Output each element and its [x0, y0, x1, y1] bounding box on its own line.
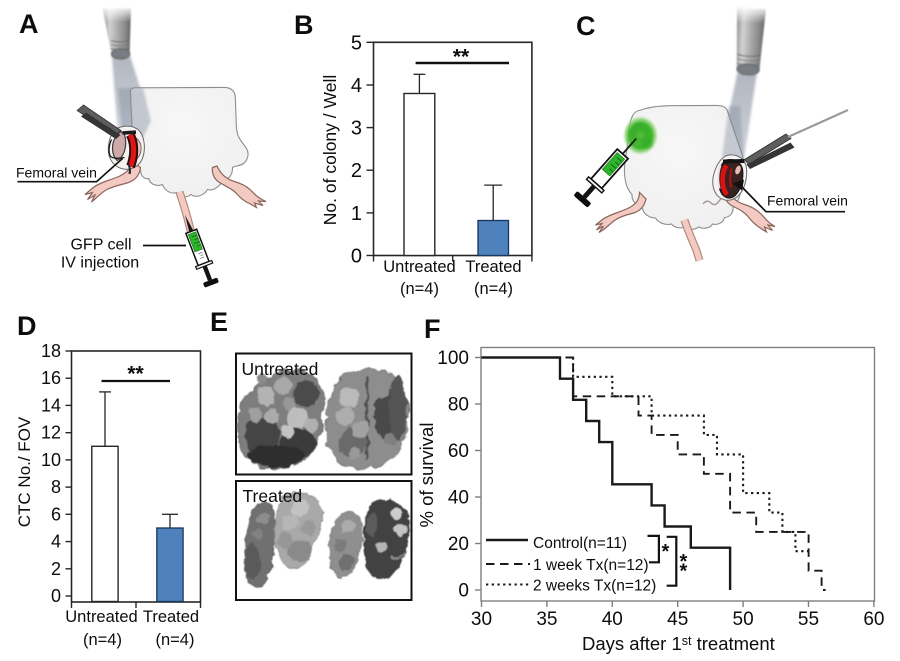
svg-text:6: 6: [51, 504, 61, 524]
svg-text:B: B: [294, 10, 314, 40]
svg-text:20: 20: [448, 534, 469, 555]
svg-text:0: 0: [51, 586, 61, 606]
svg-text:GFP cell: GFP cell: [70, 237, 131, 254]
svg-text:1 week Tx(n=12): 1 week Tx(n=12): [533, 557, 649, 574]
svg-text:3: 3: [351, 118, 362, 140]
svg-text:2: 2: [351, 160, 362, 182]
svg-text:55: 55: [798, 609, 819, 630]
svg-text:30: 30: [471, 609, 492, 630]
svg-text:2: 2: [51, 559, 61, 579]
svg-text:*: *: [662, 541, 670, 563]
svg-text:35: 35: [536, 609, 557, 630]
svg-text:(n=4): (n=4): [156, 631, 195, 649]
svg-text:Untreated: Untreated: [242, 359, 319, 379]
svg-text:A: A: [19, 9, 39, 39]
svg-text:(n=4): (n=4): [474, 280, 513, 298]
svg-text:5: 5: [351, 32, 362, 54]
svg-text:40: 40: [602, 609, 623, 630]
svg-text:100: 100: [437, 348, 469, 369]
svg-text:No. of colony / Well: No. of colony / Well: [320, 75, 340, 225]
svg-text:CTC No./ FOV: CTC No./ FOV: [15, 416, 34, 527]
svg-text:*: *: [680, 551, 688, 573]
svg-text:Treated: Treated: [465, 258, 521, 276]
svg-text:Femoral vein: Femoral vein: [16, 165, 97, 181]
svg-text:IV injection: IV injection: [61, 255, 139, 272]
svg-text:60: 60: [448, 441, 469, 462]
svg-text:Femoral vein: Femoral vein: [767, 193, 848, 209]
svg-text:50: 50: [733, 609, 754, 630]
svg-text:0: 0: [351, 246, 362, 268]
svg-text:1: 1: [351, 203, 362, 225]
svg-text:Untreated: Untreated: [383, 258, 455, 276]
svg-text:(n=4): (n=4): [83, 631, 122, 649]
svg-text:E: E: [210, 307, 228, 337]
svg-text:16: 16: [41, 368, 61, 388]
svg-text:% of survival: % of survival: [416, 423, 437, 528]
svg-text:45: 45: [667, 609, 688, 630]
svg-text:14: 14: [41, 395, 61, 415]
svg-text:8: 8: [51, 477, 61, 497]
svg-text:Treated: Treated: [243, 486, 303, 506]
svg-text:D: D: [17, 311, 37, 341]
svg-text:**: **: [453, 46, 470, 69]
svg-text:10: 10: [41, 450, 61, 470]
svg-text:Control(n=11): Control(n=11): [533, 535, 627, 552]
svg-text:Treated: Treated: [143, 608, 199, 626]
svg-text:40: 40: [448, 488, 469, 509]
svg-text:Days after 1st treatment: Days after 1st treatment: [582, 633, 775, 654]
svg-text:60: 60: [863, 609, 884, 630]
svg-text:**: **: [127, 363, 144, 386]
svg-text:0: 0: [458, 581, 469, 602]
svg-text:4: 4: [351, 75, 362, 97]
svg-text:(n=4): (n=4): [400, 280, 439, 298]
svg-text:*: *: [680, 561, 688, 583]
svg-text:12: 12: [41, 423, 61, 443]
svg-text:80: 80: [448, 395, 469, 416]
svg-text:C: C: [576, 11, 596, 41]
svg-text:4: 4: [51, 532, 61, 552]
svg-text:18: 18: [41, 341, 61, 361]
svg-text:2 weeks Tx(n=12): 2 weeks Tx(n=12): [533, 578, 656, 595]
svg-text:F: F: [424, 314, 441, 344]
svg-text:Untreated: Untreated: [65, 608, 137, 626]
